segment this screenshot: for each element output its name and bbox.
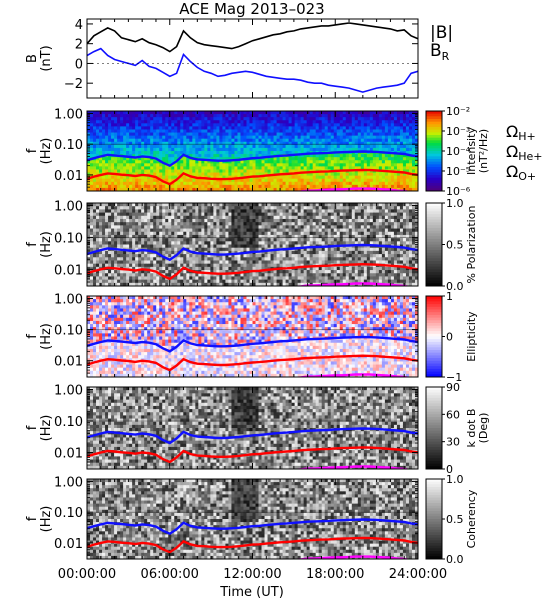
y-axis-label: B <box>25 54 40 63</box>
y-axis-units: (Hz) <box>39 323 54 350</box>
y-tick-label: 0.01 <box>54 447 83 462</box>
colorbar-2: 10⁻² 10⁻³ 10⁻⁴ 10⁻⁵ 10⁻⁶ Intensity (nT²/Hz) <box>425 105 490 198</box>
heatmap-2 <box>87 111 418 191</box>
y-tick-label: 0.10 <box>54 415 83 430</box>
panel-frame <box>86 18 419 99</box>
y-tick-label: 1.00 <box>54 475 83 490</box>
colorbar-tick-label: 1.0 <box>446 473 464 486</box>
y-tick-label: 1.00 <box>54 200 83 215</box>
panel-3: 1.0 0.5 0.0% Polarization 1.00 0.10 0.01 f (Hz) <box>25 197 478 293</box>
colorbar-tick-label: 1.0 <box>446 197 464 210</box>
colorbar-tick-label: 60 <box>446 408 460 421</box>
panel-5: 90 60 30 0 k dot B (Deg) 1.00 0.10 0.01 f (Hz) <box>25 381 490 476</box>
colorbar-tick-label: 0 <box>446 331 453 344</box>
gyrofrequency-line <box>87 150 418 168</box>
x-tick-label: 00:00:00 <box>58 567 116 582</box>
time-axis: Time (UT) 00:00:00 06:00:00 12:00:00 18:00:… <box>58 567 447 600</box>
colorbar-tick-label: 0.5 <box>446 239 464 252</box>
x-tick-label: 18:00:00 <box>306 567 364 582</box>
time-axis-label: Time (UT) <box>219 585 284 600</box>
colorbar-5: 90 60 30 0 k dot B (Deg) <box>425 381 490 476</box>
colorbar-tick-label: 10⁻⁵ <box>446 165 470 178</box>
legend-b-r: BR <box>430 41 450 63</box>
colorbar-tick-label: 10⁻² <box>446 105 470 118</box>
colorbar-tick-label: 0.0 <box>446 553 464 566</box>
colorbar-label: Coherency <box>465 489 478 548</box>
figure-title: ACE Mag 2013–023 <box>179 0 324 18</box>
y-axis-units: (Hz) <box>39 138 54 165</box>
colorbar-3: 1.0 0.5 0.0% Polarization <box>425 197 478 293</box>
colorbar-tick-label: −1 <box>446 371 462 384</box>
gyrofrequency-line <box>87 243 418 262</box>
colorbar-label: Ellipticity <box>465 311 478 362</box>
colorbar-tick-label: 1 <box>446 290 453 303</box>
colorbar-label: k dot B <box>465 409 478 448</box>
frequency-legend: ΩH+ΩHe+ΩO+ <box>506 122 543 183</box>
gyrofrequency-line <box>87 168 418 186</box>
legend-gyrofrequency: ΩHe+ <box>506 142 543 163</box>
x-tick-label: 06:00:00 <box>141 567 199 582</box>
colorbar-tick-label: 0.0 <box>446 280 464 293</box>
gyrofrequency-line <box>87 536 418 554</box>
y-tick-label: 0.10 <box>54 138 83 153</box>
y-tick-label: 0.01 <box>54 355 83 370</box>
y-axis-label: f <box>25 148 40 153</box>
panel-2: 10⁻² 10⁻³ 10⁻⁴ 10⁻⁵ 10⁻⁶ Intensity (nT²/Hz) 1.0… <box>25 105 490 198</box>
y-tick-label: 1.00 <box>54 292 83 307</box>
gyrofrequency-line <box>87 427 418 445</box>
gyrofrequency-line <box>87 518 418 536</box>
y-tick-label: 0.10 <box>54 324 83 339</box>
b-legend: |B|BR <box>430 23 453 63</box>
series-line <box>87 47 418 93</box>
legend-mag-b: |B| <box>430 23 453 43</box>
gyrofrequency-line <box>87 446 418 464</box>
y-tick-label: 0.01 <box>54 537 83 552</box>
colorbar-units: (nT²/Hz) <box>477 129 490 173</box>
y-axis-label: f <box>25 516 40 521</box>
colorbar-tick-label: 30 <box>446 436 460 449</box>
gyrofrequency-line <box>87 354 418 372</box>
colorbar-units: (Deg) <box>477 413 490 444</box>
y-tick-label: 4 <box>75 18 83 33</box>
y-axis-label: f <box>25 242 40 247</box>
y-axis-label: f <box>25 425 40 430</box>
y-axis-units: (Hz) <box>39 415 54 442</box>
x-tick-label: 12:00:00 <box>223 567 281 582</box>
colorbar-label: % Polarization <box>465 206 478 284</box>
colorbar-label: Intensity <box>465 127 478 175</box>
y-axis-units: (nT) <box>39 45 54 71</box>
y-axis-units: (Hz) <box>39 506 54 533</box>
y-tick-label: 2 <box>75 38 83 53</box>
panel-1: −2 0 2 4 B (nT) <box>25 18 419 99</box>
colorbar-tick-label: 10⁻³ <box>446 125 470 138</box>
colorbar-tick-label: 0 <box>446 463 453 476</box>
gyrofrequency-line <box>87 335 418 353</box>
colorbar-tick-label: 0.5 <box>446 513 464 526</box>
colorbar-tick-label: 10⁻⁶ <box>446 185 471 198</box>
colorbar-tick-label: 90 <box>446 381 460 394</box>
y-axis-units: (Hz) <box>39 231 54 258</box>
series-line <box>87 22 418 53</box>
gyrofrequency-line <box>87 262 418 281</box>
y-tick-label: 0.10 <box>54 231 83 246</box>
y-tick-label: 1.00 <box>54 383 83 398</box>
x-tick-label: 24:00:00 <box>389 567 447 582</box>
heatmap-4 <box>87 296 418 377</box>
colorbar-tick-label: 10⁻⁴ <box>446 145 471 158</box>
y-tick-label: 0.01 <box>54 263 83 278</box>
y-tick-label: 0 <box>75 57 83 72</box>
y-tick-label: 1.00 <box>54 107 83 122</box>
legend-gyrofrequency: ΩO+ <box>506 162 536 183</box>
y-axis-label: f <box>25 334 40 339</box>
y-tick-label: 0.01 <box>54 169 83 184</box>
legend-gyrofrequency: ΩH+ <box>506 122 536 143</box>
y-tick-label: 0.10 <box>54 506 83 521</box>
y-tick-label: −2 <box>64 77 83 92</box>
